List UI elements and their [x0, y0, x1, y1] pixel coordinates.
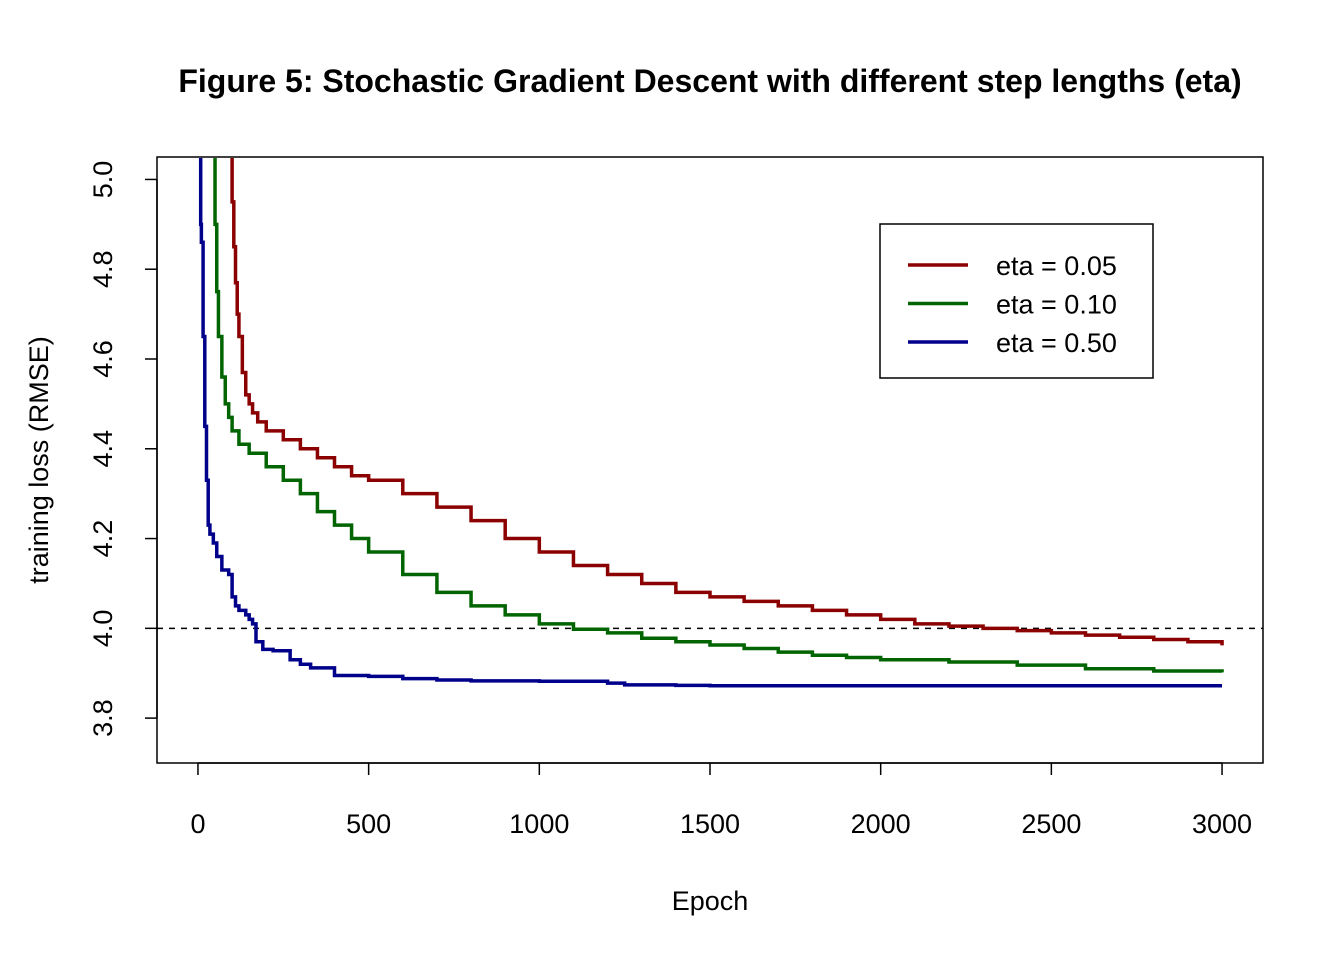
y-tick-label: 4.0	[88, 610, 118, 648]
series-line-2	[213, 158, 1224, 673]
x-tick-label: 3000	[1192, 809, 1252, 839]
series-line-1	[230, 158, 1224, 646]
y-tick-label: 5.0	[88, 161, 118, 199]
x-tick-label: 1500	[680, 809, 740, 839]
legend-label: eta = 0.50	[996, 328, 1117, 358]
y-tick-label: 4.4	[88, 430, 118, 468]
x-tick-label: 1000	[509, 809, 569, 839]
legend-box	[879, 223, 1154, 379]
x-axis: 0 500 1000 1500 2000 2500 3000	[190, 762, 1252, 839]
y-tick-label: 4.6	[88, 340, 118, 378]
x-tick-label: 0	[190, 809, 205, 839]
y-tick-label: 4.2	[88, 520, 118, 558]
series-line-3	[198, 158, 1223, 688]
y-tick-label: 3.8	[88, 699, 118, 737]
x-tick-label: 2000	[851, 809, 911, 839]
y-axis-label: training loss (RMSE)	[24, 336, 54, 584]
chart-title: Figure 5: Stochastic Gradient Descent wi…	[178, 63, 1241, 99]
legend-label: eta = 0.10	[996, 290, 1117, 320]
x-tick-label: 500	[346, 809, 391, 839]
x-tick-label: 2500	[1021, 809, 1081, 839]
y-axis: 3.8 4.0 4.2 4.4 4.6 4.8 5.0	[88, 161, 158, 737]
legend: eta = 0.05 eta = 0.10 eta = 0.50	[879, 223, 1154, 379]
y-tick-label: 4.8	[88, 250, 118, 288]
x-axis-label: Epoch	[672, 886, 749, 916]
series-layer	[198, 158, 1224, 688]
legend-label: eta = 0.05	[996, 251, 1117, 281]
